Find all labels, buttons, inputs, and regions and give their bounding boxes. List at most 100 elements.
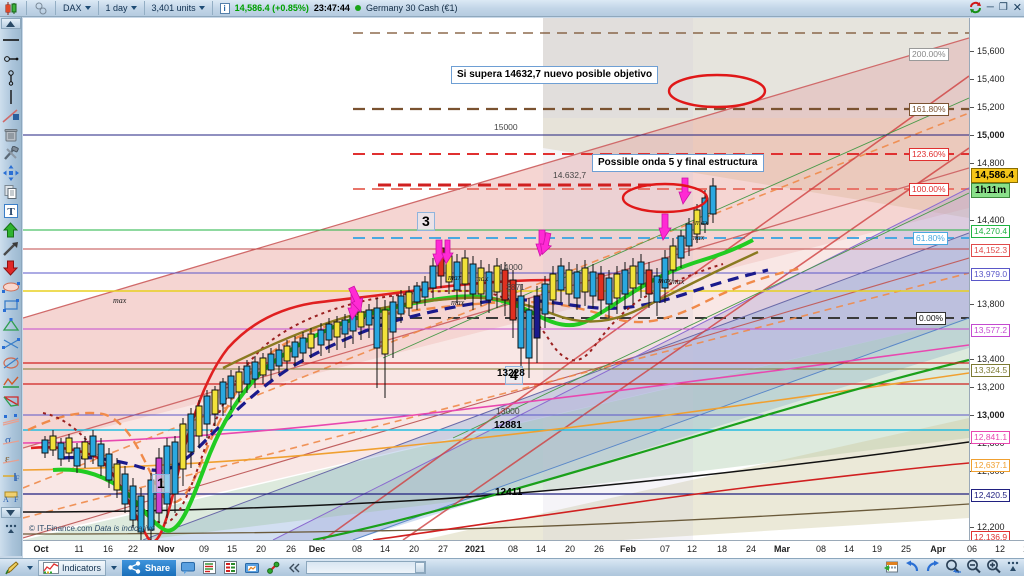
timeframe-selector[interactable]: 1 day — [102, 1, 141, 15]
fibonacci-retracement-tool[interactable] — [1, 410, 21, 429]
orderbook-icon — [224, 561, 238, 574]
svg-text:max: max — [451, 298, 465, 307]
level-label-15000: 15000 — [494, 122, 518, 132]
segment-tool[interactable] — [1, 49, 21, 68]
redo-button[interactable] — [925, 560, 940, 575]
scroll-field[interactable] — [306, 561, 427, 574]
svg-text:F: F — [15, 474, 20, 483]
watermark: © IT-Finance.com Data is indicative — [29, 524, 155, 533]
xtick-20b: 20 — [408, 544, 420, 554]
price-axis[interactable]: 15,600 15,400 15,200 15,000 14,800 14,40… — [969, 18, 1024, 540]
delete-tool[interactable] — [1, 125, 21, 144]
toolbar-divider-4 — [143, 1, 145, 15]
calendar-button[interactable] — [884, 560, 900, 576]
xtick-08c: 08 — [815, 544, 827, 554]
timeframe-label: 1 day — [105, 3, 128, 13]
info-icon[interactable]: i — [219, 2, 230, 14]
restore-button[interactable]: ❐ — [998, 1, 1008, 13]
news-button[interactable] — [200, 560, 219, 576]
elliott-wave-tool[interactable] — [1, 391, 21, 410]
ytick-13200: 13,200 — [970, 382, 1005, 392]
arrow-down-tool[interactable] — [1, 258, 21, 277]
share-button[interactable]: Share — [122, 559, 177, 576]
time-axis[interactable]: Oct 11 16 22 Nov 09 15 20 26 Dec 08 14 2… — [23, 540, 1024, 558]
fibonacci-extension-tool[interactable]: ε — [1, 448, 21, 467]
screenshot-button[interactable] — [242, 560, 262, 576]
chevron-down-icon — [84, 6, 91, 10]
indicators-dropdown[interactable] — [108, 560, 120, 576]
link-button[interactable] — [264, 560, 284, 576]
instrument-name-label: Germany 30 Cash (€1) — [365, 3, 458, 13]
ytick-14400: 14,400 — [970, 215, 1005, 225]
market-status-icon — [354, 5, 361, 11]
zoom-in-button[interactable] — [986, 559, 1001, 576]
refresh-icon[interactable] — [969, 1, 982, 14]
fibonacci-arcs-tool[interactable]: σ — [1, 429, 21, 448]
units-selector[interactable]: 3,401 units — [148, 1, 209, 15]
copy-tool[interactable] — [1, 182, 21, 201]
minimize-button[interactable]: ─ — [986, 1, 994, 13]
fibonacci-timezone-tool[interactable]: A F — [1, 486, 21, 505]
chat-button[interactable] — [178, 560, 198, 576]
scroll-thumb[interactable] — [415, 562, 426, 573]
vertical-line-tool[interactable] — [1, 68, 21, 87]
zoom-out-icon — [967, 559, 981, 574]
text-tool[interactable]: T — [1, 201, 21, 220]
triangle-tool[interactable] — [1, 315, 21, 334]
xtick-feb: Feb — [619, 544, 637, 554]
toolbar-divider — [26, 1, 27, 15]
compare-button[interactable] — [30, 1, 52, 16]
undo-button[interactable] — [905, 560, 920, 575]
indicators-icon — [43, 561, 59, 574]
level-label-12881: 12881 — [494, 420, 522, 431]
ytick-15400: 15,400 — [970, 74, 1005, 84]
price-plot[interactable]: max max max max max max max max — [23, 18, 969, 540]
settings-tool[interactable] — [1, 144, 21, 163]
price-marker-14270: 14,270.4 — [971, 225, 1011, 238]
xtick-06: 06 — [966, 544, 978, 554]
trend-line-tool[interactable] — [1, 106, 21, 125]
news-icon — [203, 561, 217, 574]
share-icon — [128, 561, 141, 574]
xtick-19: 19 — [871, 544, 883, 554]
wave-label-1: 1 — [152, 474, 170, 493]
arrow-up-tool[interactable] — [1, 220, 21, 239]
close-button[interactable]: ✕ — [1012, 1, 1022, 14]
chart-type-button[interactable] — [0, 1, 23, 16]
xtick-20c: 20 — [564, 544, 576, 554]
toolbar-collapse-handle[interactable] — [0, 18, 21, 29]
fibonacci-fan-tool[interactable]: F — [1, 467, 21, 486]
fib-label-12360: 123.60% — [909, 148, 949, 161]
toolbar-expand-handle[interactable] — [0, 507, 21, 518]
xtick-20: 20 — [255, 544, 267, 554]
chart-area[interactable]: max max max max max max max max — [23, 18, 1024, 540]
ytick-15600: 15,600 — [970, 46, 1005, 56]
chevron-down-icon-3 — [198, 6, 205, 10]
zoom-out-button[interactable] — [966, 559, 981, 576]
zigzag-tool[interactable] — [1, 372, 21, 391]
more-tools-button[interactable] — [1006, 561, 1020, 575]
bottom-toolbar: Indicators Share — [0, 558, 1024, 576]
ellipse-tool[interactable] — [1, 277, 21, 296]
toolbar-more-icon[interactable] — [1, 519, 21, 538]
andrews-pitchfork-tool[interactable] — [1, 334, 21, 353]
zoom-fit-button[interactable] — [945, 559, 961, 576]
fib-label-000: 0.00% — [916, 312, 947, 325]
draw-tool-button[interactable] — [2, 560, 22, 576]
indicators-button[interactable]: Indicators — [38, 559, 107, 576]
arrow-diagonal-tool[interactable] — [1, 239, 21, 258]
price-marker-13324: 13,324.5 — [971, 364, 1011, 377]
move-tool[interactable] — [1, 163, 21, 182]
gann-fan-tool[interactable] — [1, 353, 21, 372]
svg-text:T: T — [7, 206, 15, 218]
draw-dropdown[interactable] — [24, 560, 36, 576]
collapse-left-button[interactable] — [286, 560, 304, 576]
fib-label-100: 100.00% — [909, 183, 949, 196]
undo-icon — [906, 560, 919, 572]
orderbook-button[interactable] — [221, 560, 240, 576]
horizontal-line-tool[interactable] — [1, 30, 21, 49]
vertical-ray-tool[interactable] — [1, 87, 21, 106]
svg-text:ε: ε — [5, 453, 10, 465]
rectangle-tool[interactable] — [1, 296, 21, 315]
symbol-selector[interactable]: DAX — [59, 1, 95, 15]
